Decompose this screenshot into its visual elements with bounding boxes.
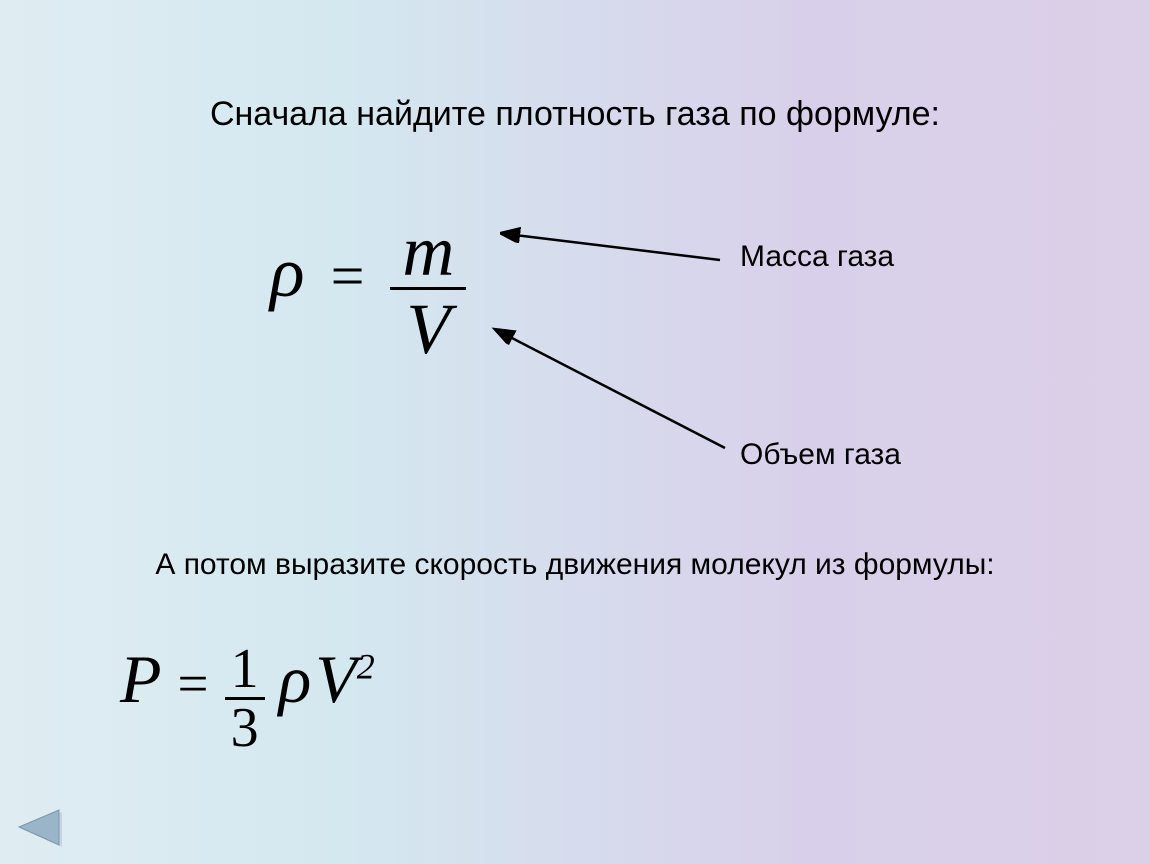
- numerator-1: 1: [225, 641, 265, 697]
- fraction-third: 1 3: [225, 641, 265, 756]
- symbol-equals-2: =: [178, 653, 209, 714]
- symbol-rho-2: ρ: [279, 641, 312, 717]
- denominator-v: V: [390, 287, 466, 369]
- numerator-m: m: [390, 215, 466, 287]
- symbol-equals: =: [331, 243, 365, 309]
- symbol-v-squared: V2: [315, 641, 375, 717]
- slide: Сначала найдите плотность газа по формул…: [0, 0, 1150, 864]
- exponent: 2: [357, 646, 375, 686]
- prev-slide-button[interactable]: [12, 807, 72, 852]
- slide-title: Сначала найдите плотность газа по формул…: [0, 95, 1150, 134]
- triangle-left-icon: [12, 807, 72, 852]
- fraction: m V: [390, 215, 466, 369]
- label-mass: Масса газа: [740, 240, 894, 274]
- denominator-3: 3: [225, 697, 265, 756]
- label-volume: Объем газа: [740, 438, 901, 472]
- pressure-formula: P = 1 3 ρV2: [120, 640, 375, 756]
- symbol-p: P: [120, 641, 162, 717]
- density-formula: ρ = m V: [270, 215, 466, 369]
- arrow-to-volume-icon: [490, 318, 730, 468]
- symbol-rho: ρ: [270, 232, 305, 312]
- arrow-to-mass-icon: [500, 200, 730, 300]
- instruction-text: А потом выразите скорость движения молек…: [0, 548, 1150, 582]
